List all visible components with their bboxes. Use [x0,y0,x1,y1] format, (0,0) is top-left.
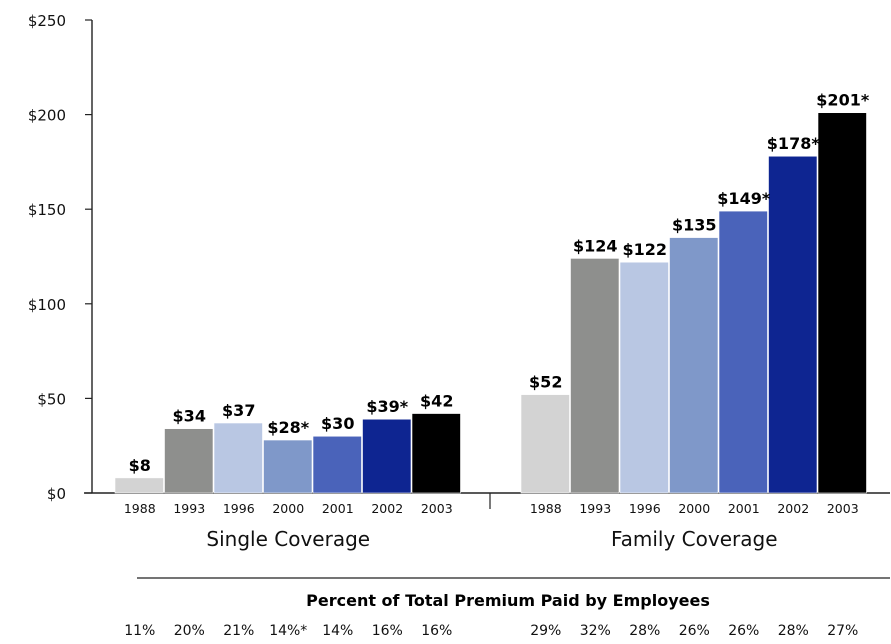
labels: $8 1988 $34 1993 $37 1996 $28* 2000 $30 2001 $39* 2… [124,91,870,551]
y-tick-label: $50 [37,390,66,408]
percent-value: 29% [530,623,561,639]
category-label: 1988 [530,501,562,516]
category-label: 2001 [322,501,354,516]
value-label: $124 [573,236,618,255]
value-label: $178* [767,134,821,153]
value-label: $30 [321,414,354,433]
value-label: $37 [222,401,255,420]
y-tick-label: $250 [28,12,66,30]
bar-1996 [619,261,669,494]
value-label: $42 [420,392,453,411]
category-label: 1993 [173,501,205,516]
category-label: 2001 [728,501,760,516]
value-label: $122 [622,240,667,259]
value-label: $34 [173,407,206,426]
value-label: $135 [672,216,717,235]
percent-value: 27% [827,623,858,639]
percent-value: 16% [372,623,403,639]
bar-2003 [411,413,461,494]
category-label: 2002 [371,501,403,516]
category-label: 1993 [579,501,611,516]
category-label: 2000 [272,501,304,516]
percent-value: 32% [580,623,611,639]
percent-value: 11% [124,623,155,639]
bar-1988 [520,394,570,494]
percent-title: Percent of Total Premium Paid by Employe… [306,591,710,610]
bar-2002 [362,418,412,494]
bar-1993 [164,428,214,494]
percent-value: 21% [223,623,254,639]
bar-2001 [718,210,768,494]
percent-value: 16% [421,623,452,639]
value-label: $39* [366,397,408,416]
y-tick-label: $0 [47,485,66,503]
group-label: Family Coverage [611,527,778,551]
percent-value: 28% [629,623,660,639]
percent-value: 28% [778,623,809,639]
value-label: $201* [816,91,870,110]
bar-2000 [263,439,313,494]
percent-value: 26% [679,623,710,639]
y-tick-label: $150 [28,201,66,219]
bar-2001 [312,435,362,494]
value-label: $8 [129,456,151,475]
bar-2000 [669,237,719,494]
y-tick-label: $100 [28,296,66,314]
category-label: 1996 [629,501,661,516]
value-label: $52 [529,373,562,392]
bar-1988 [114,477,164,494]
bar-2003 [817,112,867,494]
group-label: Single Coverage [206,527,370,551]
category-label: 2000 [678,501,710,516]
percent-value: 14% [322,623,353,639]
y-tick-label: $200 [28,107,66,125]
category-label: 2003 [827,501,859,516]
category-label: 2003 [421,501,453,516]
category-label: 1988 [124,501,156,516]
bar-1996 [213,422,263,494]
percent-value: 14%* [269,623,307,639]
percent-section: 11% 20% 21% 14%* 14% 16% 16% 29% 32% 28% 26% 26% 28%… [124,577,890,639]
percent-value: 26% [728,623,759,639]
value-label: $149* [717,189,771,208]
category-label: 1996 [223,501,255,516]
percent-value: 20% [174,623,205,639]
bars [114,112,867,494]
value-label: $28* [267,418,309,437]
bar-1993 [570,258,620,494]
bar-2002 [768,155,818,494]
category-label: 2002 [777,501,809,516]
